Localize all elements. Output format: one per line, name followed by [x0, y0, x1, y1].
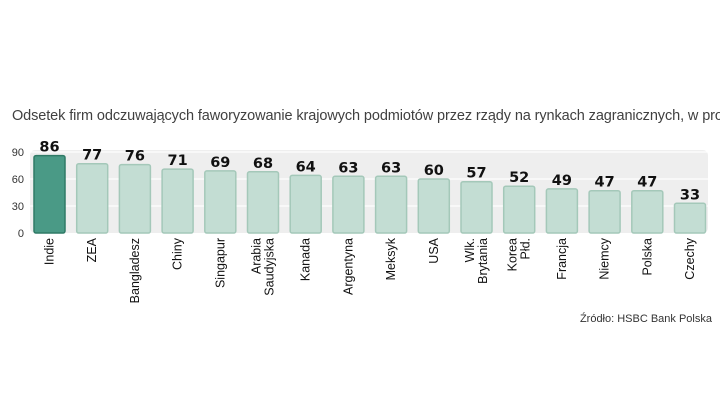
value-label: 69 — [210, 155, 230, 171]
category-label: Indie — [43, 238, 57, 265]
category-label-line: Brytania — [476, 238, 490, 284]
y-tick-label: 60 — [12, 174, 24, 186]
category-label-line: Korea — [506, 238, 520, 271]
value-label: 63 — [381, 160, 401, 176]
value-label: 52 — [509, 170, 529, 186]
value-label: 77 — [82, 148, 102, 164]
category-label: Meksyk — [384, 237, 398, 280]
y-axis-ticks: 0 30 60 90 — [12, 147, 24, 240]
bar — [502, 185, 536, 234]
value-label: 47 — [637, 175, 657, 191]
bar — [204, 170, 237, 234]
category-label-line: USA — [427, 237, 441, 263]
category-label-line: Wlk. — [463, 238, 477, 262]
category-label-line: Francja — [555, 238, 569, 280]
category-label: Korea Płd. — [506, 238, 533, 271]
bar — [588, 189, 621, 234]
plot-background — [30, 150, 708, 233]
bar — [33, 154, 66, 234]
category-label: Niemcy — [598, 237, 612, 279]
source-note: Źródło: HSBC Bank Polska — [579, 313, 712, 325]
bars — [33, 154, 707, 234]
category-label: USA — [427, 237, 441, 263]
category-label-line: Polska — [640, 238, 654, 276]
bar — [417, 178, 451, 234]
bar — [374, 175, 408, 234]
value-label: 76 — [125, 149, 145, 165]
category-label: Czechy — [683, 237, 697, 279]
bar — [631, 189, 664, 234]
value-label: 33 — [680, 187, 700, 203]
value-label: 57 — [466, 166, 486, 182]
category-label-line: ZEA — [85, 237, 99, 262]
category-label: Arabia Saudyjska — [250, 238, 277, 296]
value-label: 64 — [296, 159, 316, 175]
bar — [460, 180, 493, 234]
category-label-line: Arabia — [250, 238, 264, 274]
category-label: Francja — [555, 238, 569, 280]
bar — [545, 188, 579, 234]
bar — [289, 174, 322, 234]
category-label-line: Czechy — [683, 237, 697, 279]
value-label: 71 — [168, 153, 188, 169]
category-label: Chiny — [171, 237, 185, 270]
category-label-line: Niemcy — [598, 237, 612, 279]
category-label-line: Singapur — [213, 238, 227, 288]
value-labels: 86 77 76 71 69 68 64 63 63 60 57 52 49 47 47 33 — [39, 140, 700, 204]
category-label-line: Płd. — [519, 238, 533, 260]
chart-title: Odsetek firm odczuwających faworyzowanie… — [12, 108, 720, 124]
category-label-line: Saudyjska — [263, 238, 277, 296]
category-label: Bangladesz — [128, 238, 142, 303]
category-label: ZEA — [85, 237, 99, 262]
value-label: 49 — [552, 173, 572, 189]
value-label: 63 — [338, 160, 358, 176]
category-label: Polska — [640, 238, 654, 276]
bar — [161, 168, 194, 234]
category-label: Wlk. Brytania — [463, 238, 490, 284]
y-tick-label: 0 — [18, 228, 24, 240]
category-label-line: Chiny — [171, 237, 185, 270]
category-label: Kanada — [299, 238, 313, 281]
y-tick-label: 30 — [12, 201, 24, 213]
value-label: 86 — [39, 140, 59, 156]
bar — [332, 175, 365, 234]
y-tick-label: 90 — [12, 147, 24, 159]
category-label-line: Indie — [43, 238, 57, 265]
bar — [75, 162, 109, 234]
category-label-line: Meksyk — [384, 237, 398, 280]
value-label: 47 — [595, 175, 615, 191]
bar — [118, 163, 152, 234]
category-label: Singapur — [213, 238, 227, 288]
category-label-line: Kanada — [299, 238, 313, 281]
value-label: 68 — [253, 156, 273, 172]
category-label-line: Bangladesz — [128, 238, 142, 303]
bar — [673, 202, 707, 234]
bar — [246, 171, 280, 234]
category-label: Argentyna — [341, 238, 355, 295]
value-label: 60 — [424, 163, 444, 179]
category-labels: Indie ZEA Bangladesz Chiny Singapur Arabia Sau… — [43, 237, 698, 303]
category-label-line: Argentyna — [341, 238, 355, 295]
